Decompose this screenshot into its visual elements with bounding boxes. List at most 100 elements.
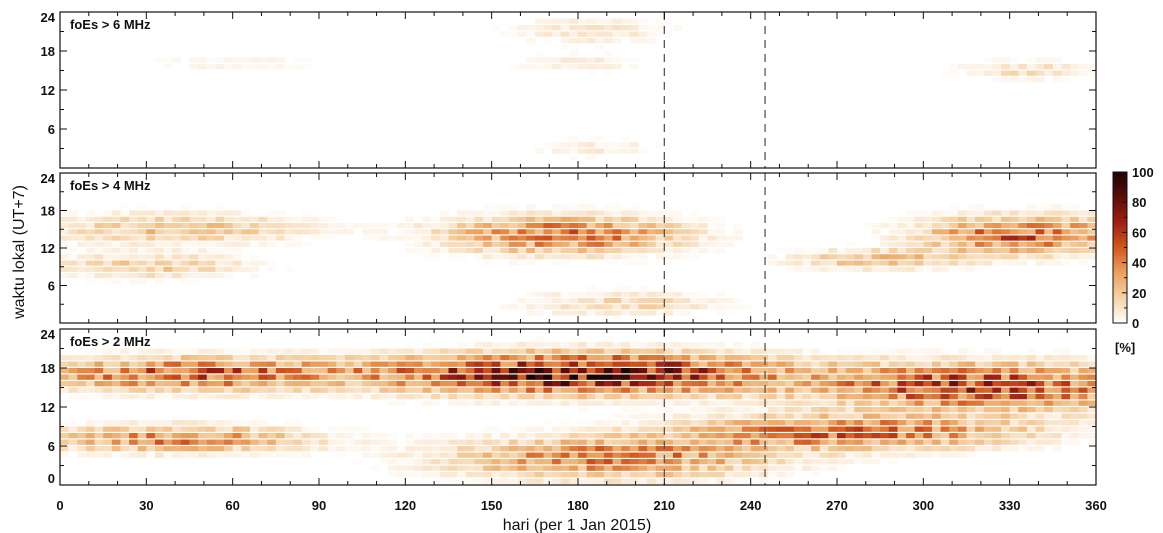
heatmap-cell xyxy=(613,223,622,228)
heatmap-cell xyxy=(397,368,406,373)
heatmap-cell xyxy=(1053,77,1062,82)
heatmap-cell xyxy=(112,440,121,445)
heatmap-cell xyxy=(673,248,682,253)
heatmap-cell xyxy=(863,223,872,228)
heatmap-cell xyxy=(405,217,414,222)
heatmap-cell xyxy=(1018,388,1027,393)
heatmap-cell xyxy=(967,394,976,399)
heatmap-cell xyxy=(181,362,190,367)
heatmap-cell xyxy=(768,394,777,399)
heatmap-cell xyxy=(837,433,846,438)
heatmap-cell xyxy=(1079,254,1088,259)
heatmap-cell xyxy=(742,394,751,399)
heatmap-cell xyxy=(690,362,699,367)
heatmap-cell xyxy=(906,381,915,386)
heatmap-cell xyxy=(362,368,371,373)
heatmap-cell xyxy=(889,388,898,393)
heatmap-cell xyxy=(889,355,898,360)
heatmap-cell xyxy=(379,236,388,241)
heatmap-cell xyxy=(915,229,924,234)
heatmap-cell xyxy=(440,217,449,222)
heatmap-cell xyxy=(595,355,604,360)
heatmap-cell xyxy=(915,211,924,216)
heatmap-cell xyxy=(802,248,811,253)
heatmap-cell xyxy=(941,362,950,367)
heatmap-cell xyxy=(768,466,777,471)
heatmap-cell xyxy=(1001,446,1010,451)
heatmap-cell xyxy=(500,433,509,438)
heatmap-cell xyxy=(716,229,725,234)
heatmap-cell xyxy=(777,453,786,458)
heatmap-cell xyxy=(932,440,941,445)
heatmap-cell xyxy=(682,311,691,316)
heatmap-cell xyxy=(86,211,95,216)
heatmap-cell xyxy=(673,217,682,222)
heatmap-cell xyxy=(725,401,734,406)
heatmap-cell xyxy=(500,401,509,406)
heatmap-cell xyxy=(915,267,924,272)
heatmap-cell xyxy=(518,236,527,241)
heatmap-cell xyxy=(1070,217,1079,222)
heatmap-cell xyxy=(647,420,656,425)
heatmap-cell xyxy=(595,64,604,69)
heatmap-cell xyxy=(431,368,440,373)
heatmap-cell xyxy=(716,223,725,228)
heatmap-cell xyxy=(1018,248,1027,253)
heatmap-cell xyxy=(379,440,388,445)
heatmap-cell xyxy=(759,453,768,458)
heatmap-cell xyxy=(630,292,639,297)
heatmap-cell xyxy=(155,368,164,373)
heatmap-cell xyxy=(889,217,898,222)
heatmap-cell xyxy=(518,211,527,216)
heatmap-cell xyxy=(526,394,535,399)
heatmap-cell xyxy=(897,440,906,445)
heatmap-cell xyxy=(276,368,285,373)
heatmap-cell xyxy=(535,292,544,297)
heatmap-cell xyxy=(1018,242,1027,247)
heatmap-cell xyxy=(1079,355,1088,360)
heatmap-cell xyxy=(1018,77,1027,82)
heatmap-cell xyxy=(759,394,768,399)
heatmap-cell xyxy=(552,32,561,37)
heatmap-cell xyxy=(466,401,475,406)
heatmap-cell xyxy=(155,446,164,451)
heatmap-cell xyxy=(129,427,138,432)
heatmap-cell xyxy=(837,407,846,412)
heatmap-cell xyxy=(509,446,518,451)
heatmap-cell xyxy=(604,261,613,266)
heatmap-cell xyxy=(345,223,354,228)
heatmap-cell xyxy=(1027,381,1036,386)
heatmap-cell xyxy=(509,440,518,445)
heatmap-cell xyxy=(164,248,173,253)
heatmap-cell xyxy=(820,427,829,432)
heatmap-cell xyxy=(267,446,276,451)
heatmap-cell xyxy=(647,242,656,247)
heatmap-cell xyxy=(854,440,863,445)
heatmap-cell xyxy=(259,223,268,228)
heatmap-cell xyxy=(362,440,371,445)
heatmap-cell xyxy=(371,446,380,451)
heatmap-cell xyxy=(250,242,259,247)
heatmap-cell xyxy=(1053,420,1062,425)
heatmap-cell xyxy=(880,433,889,438)
heatmap-cell xyxy=(604,38,613,43)
heatmap-cell xyxy=(354,381,363,386)
heatmap-cell xyxy=(595,427,604,432)
heatmap-cell xyxy=(595,349,604,354)
heatmap-cell xyxy=(751,466,760,471)
heatmap-cell xyxy=(526,304,535,309)
heatmap-cell xyxy=(664,394,673,399)
heatmap-cell xyxy=(967,446,976,451)
heatmap-cell xyxy=(1018,368,1027,373)
heatmap-cell xyxy=(509,459,518,464)
heatmap-cell xyxy=(949,453,958,458)
heatmap-cell xyxy=(656,479,665,484)
heatmap-cell xyxy=(664,479,673,484)
heatmap-cell xyxy=(613,298,622,303)
heatmap-cell xyxy=(656,349,665,354)
heatmap-cell xyxy=(120,236,129,241)
heatmap-cell xyxy=(449,248,458,253)
heatmap-cell xyxy=(371,368,380,373)
heatmap-cell xyxy=(708,427,717,432)
heatmap-cell xyxy=(414,248,423,253)
